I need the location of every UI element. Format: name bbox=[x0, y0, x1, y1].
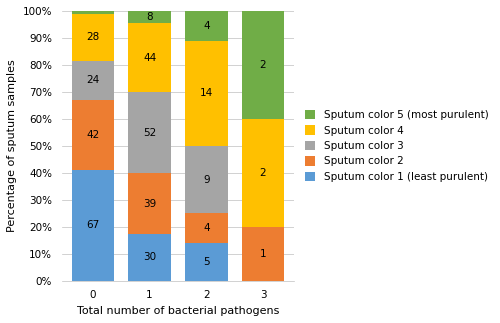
Text: 52: 52 bbox=[143, 128, 156, 138]
Text: 42: 42 bbox=[86, 130, 100, 140]
Bar bbox=[72, 14, 114, 61]
Text: 4: 4 bbox=[203, 223, 209, 233]
Text: 44: 44 bbox=[143, 53, 156, 63]
Text: 30: 30 bbox=[143, 252, 156, 262]
Legend: Sputum color 5 (most purulent), Sputum color 4, Sputum color 3, Sputum color 2, : Sputum color 5 (most purulent), Sputum c… bbox=[302, 107, 492, 185]
Text: 4: 4 bbox=[203, 21, 209, 31]
Bar bbox=[185, 146, 228, 213]
Bar bbox=[72, 11, 114, 14]
Bar bbox=[72, 100, 114, 170]
Bar bbox=[128, 24, 171, 92]
Text: 67: 67 bbox=[86, 220, 100, 230]
Bar bbox=[128, 11, 171, 24]
Bar bbox=[72, 61, 114, 100]
Text: 39: 39 bbox=[143, 199, 156, 209]
Bar bbox=[128, 173, 171, 234]
Text: 5: 5 bbox=[203, 257, 209, 267]
Bar bbox=[242, 11, 284, 119]
Text: 1: 1 bbox=[260, 249, 266, 259]
Text: 14: 14 bbox=[200, 89, 213, 99]
Text: 24: 24 bbox=[86, 76, 100, 86]
Bar bbox=[128, 92, 171, 173]
Bar bbox=[185, 11, 228, 41]
Text: 8: 8 bbox=[146, 12, 153, 22]
Y-axis label: Percentage of sputum samples: Percentage of sputum samples bbox=[7, 59, 17, 232]
Text: 28: 28 bbox=[86, 32, 100, 42]
Bar bbox=[128, 234, 171, 281]
X-axis label: Total number of bacterial pathogens: Total number of bacterial pathogens bbox=[77, 306, 279, 316]
Bar bbox=[72, 170, 114, 281]
Bar bbox=[185, 41, 228, 146]
Text: 2: 2 bbox=[260, 60, 266, 70]
Text: 2: 2 bbox=[260, 168, 266, 178]
Bar bbox=[242, 119, 284, 227]
Text: 9: 9 bbox=[203, 175, 209, 184]
Bar bbox=[185, 243, 228, 281]
Bar bbox=[242, 227, 284, 281]
Bar bbox=[185, 213, 228, 243]
